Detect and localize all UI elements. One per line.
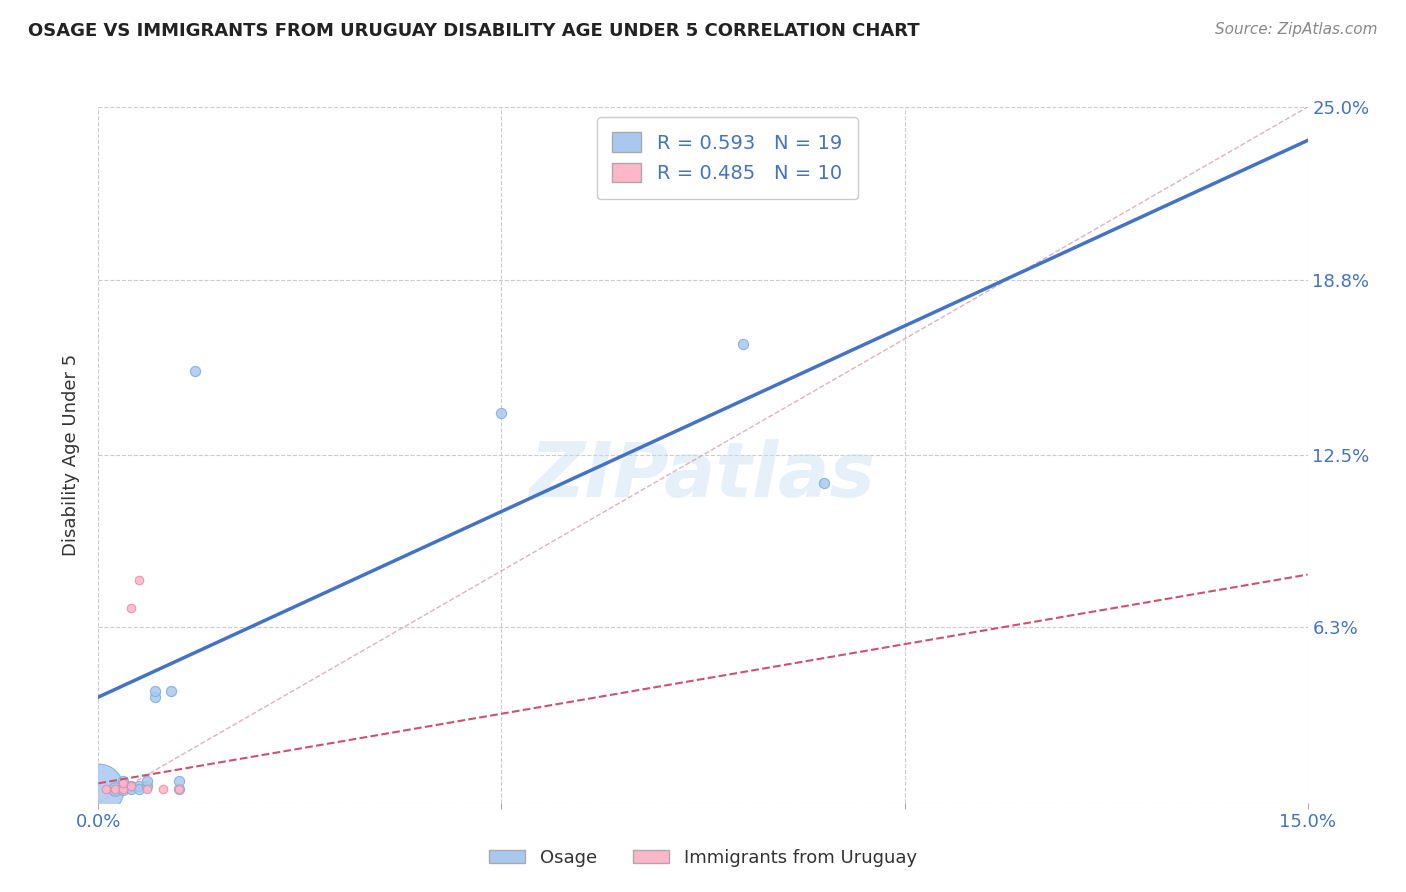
Point (103, 781, 125, 796)
Point (143, 684, 166, 698)
Text: ZIPatlas: ZIPatlas (530, 439, 876, 513)
Point (135, 781, 157, 796)
Text: Source: ZipAtlas.com: Source: ZipAtlas.com (1215, 22, 1378, 37)
Point (143, 690, 166, 704)
Point (111, 773, 134, 788)
Point (152, 781, 174, 796)
Point (813, 475, 835, 490)
Point (120, 781, 142, 796)
Point (111, 781, 134, 796)
Point (128, 573, 150, 587)
Point (733, 336, 755, 351)
Y-axis label: Disability Age Under 5: Disability Age Under 5 (62, 354, 80, 556)
Point (128, 779, 150, 793)
Point (120, 779, 142, 793)
Point (167, 781, 190, 796)
Point (167, 781, 190, 796)
Point (160, 684, 183, 698)
Point (87, 781, 110, 796)
Point (491, 406, 513, 420)
Point (96, 781, 118, 796)
Legend: Osage, Immigrants from Uruguay: Osage, Immigrants from Uruguay (482, 842, 924, 874)
Point (111, 776, 134, 790)
Point (135, 779, 157, 793)
Point (120, 779, 142, 793)
Text: OSAGE VS IMMIGRANTS FROM URUGUAY DISABILITY AGE UNDER 5 CORRELATION CHART: OSAGE VS IMMIGRANTS FROM URUGUAY DISABIL… (28, 22, 920, 40)
Point (128, 781, 150, 796)
Legend: R = 0.593   N = 19, R = 0.485   N = 10: R = 0.593 N = 19, R = 0.485 N = 10 (596, 117, 858, 199)
Point (103, 781, 125, 796)
Point (184, 364, 207, 378)
Point (135, 773, 157, 788)
Point (111, 781, 134, 796)
Point (120, 601, 142, 615)
Point (167, 773, 190, 788)
